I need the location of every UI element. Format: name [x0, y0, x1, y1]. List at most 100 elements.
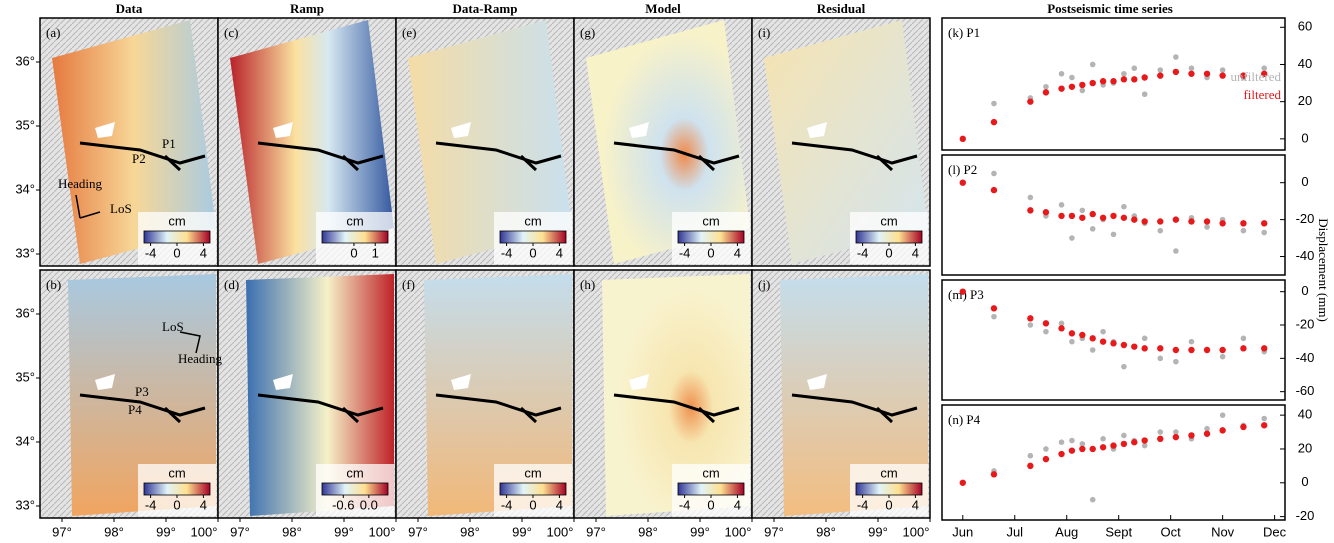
colorbar	[677, 230, 745, 244]
filtered-point	[990, 471, 998, 478]
colorbar	[321, 482, 389, 496]
data-gap	[807, 122, 827, 138]
data-gap	[807, 374, 827, 390]
filtered-point	[1079, 331, 1086, 339]
unfiltered-point	[1027, 452, 1034, 459]
colorbar-tick-label: -0.6	[332, 497, 354, 512]
colorbar-tick-label: -4	[501, 497, 513, 512]
y-axis-label: Displacement (mm)	[1316, 218, 1331, 322]
filtered-point	[1042, 320, 1050, 327]
filtered-point	[1089, 79, 1096, 87]
unfiltered-point	[1089, 226, 1096, 232]
fault-trace	[79, 393, 206, 417]
data-gap	[273, 122, 293, 138]
filtered-point	[959, 479, 966, 486]
unfiltered-point	[1069, 338, 1075, 345]
unfiltered-point	[1043, 328, 1049, 335]
filtered-point	[1027, 207, 1034, 214]
fault-trace	[435, 393, 562, 417]
x-tick-label: Aug	[1055, 524, 1078, 539]
filtered-point	[1157, 435, 1164, 443]
unfiltered-point	[1141, 335, 1148, 342]
unfiltered-point	[1173, 358, 1179, 365]
y-tick-label: 0	[1301, 130, 1308, 145]
annotation: P3	[135, 384, 149, 399]
filtered-point	[1172, 346, 1180, 354]
colorbar-tick-label: 0	[707, 497, 714, 512]
colorbar-tick-label: -4	[145, 245, 157, 260]
y-tick-label: -40	[1296, 248, 1315, 263]
unfiltered-point	[1069, 74, 1075, 81]
colorbar-tick-label: 1	[372, 245, 379, 260]
colorbar-unit: cm	[168, 465, 185, 480]
unfiltered-point	[1141, 91, 1148, 98]
annotation: LoS	[110, 201, 132, 216]
filtered-point	[1240, 423, 1247, 431]
colorbar-tick-label: 4	[200, 497, 207, 512]
data-gap	[629, 122, 649, 138]
unfiltered-point	[1157, 227, 1164, 234]
unfiltered-point	[1173, 54, 1179, 60]
unfiltered-point	[1240, 335, 1247, 342]
y-tick-label: 60	[1298, 19, 1312, 34]
colorbar-tick-label: 4	[912, 497, 919, 512]
colorbar-tick-label: -4	[679, 497, 691, 512]
x-tick-label: Oct	[1161, 524, 1182, 539]
colorbar	[499, 482, 567, 496]
filtered-point	[1141, 345, 1148, 352]
insar-swath	[68, 274, 216, 516]
colorbar-unit: cm	[880, 465, 897, 480]
unfiltered-point	[1121, 432, 1127, 439]
filtered-point	[1261, 422, 1268, 429]
x-tick-label: Nov	[1211, 524, 1235, 539]
fault-branch	[163, 406, 182, 424]
filtered-point	[1079, 81, 1086, 89]
insar-swath	[764, 20, 928, 264]
x-tick-label: Dec	[1263, 524, 1287, 539]
data-gap	[95, 374, 115, 390]
fault-trace	[257, 141, 384, 165]
panel-title: (k) P1	[948, 25, 980, 40]
filtered-point	[1079, 445, 1086, 453]
fault-trace	[613, 141, 740, 165]
filtered-point	[1120, 214, 1128, 221]
panel-title: (n) P4	[948, 412, 981, 427]
y-tick-label: -40	[1296, 350, 1315, 365]
filtered-point	[1068, 83, 1076, 90]
unfiltered-point	[1027, 194, 1034, 201]
unfiltered-point	[1219, 67, 1226, 73]
filtered-point	[1131, 343, 1138, 350]
unfiltered-point	[1079, 87, 1086, 94]
lat-tick-label: 33°	[15, 497, 35, 512]
unfiltered-point	[1100, 436, 1106, 442]
filtered-point	[1203, 70, 1211, 77]
lon-tick-label: 100°	[725, 524, 752, 539]
panel-label: (i)	[758, 25, 770, 40]
filtered-point	[1188, 70, 1195, 77]
panel-label: (g)	[580, 25, 595, 40]
fault-branch	[519, 154, 538, 172]
filtered-point	[1172, 216, 1180, 223]
filtered-point	[990, 305, 998, 312]
insar-swath	[408, 20, 572, 264]
filtered-point	[1157, 218, 1164, 225]
colorbar	[143, 230, 211, 244]
unfiltered-point	[1089, 347, 1096, 353]
unfiltered-point	[1188, 65, 1195, 71]
lon-tick-label: 100°	[903, 524, 930, 539]
unfiltered-point	[1043, 83, 1049, 90]
filtered-point	[1068, 330, 1076, 337]
colorbar-tick-label: 0	[707, 245, 714, 260]
colorbar-unit: cm	[524, 465, 541, 480]
panel-label: (e)	[402, 25, 416, 40]
filtered-point	[1141, 437, 1148, 444]
y-tick-label: 40	[1298, 56, 1312, 71]
filtered-point	[1058, 450, 1065, 458]
filtered-point	[959, 288, 966, 295]
insar-swath	[602, 274, 750, 516]
filtered-point	[1261, 70, 1268, 77]
data-gap	[95, 122, 115, 138]
annotation: LoS	[162, 319, 184, 334]
fault-trace	[613, 393, 740, 417]
